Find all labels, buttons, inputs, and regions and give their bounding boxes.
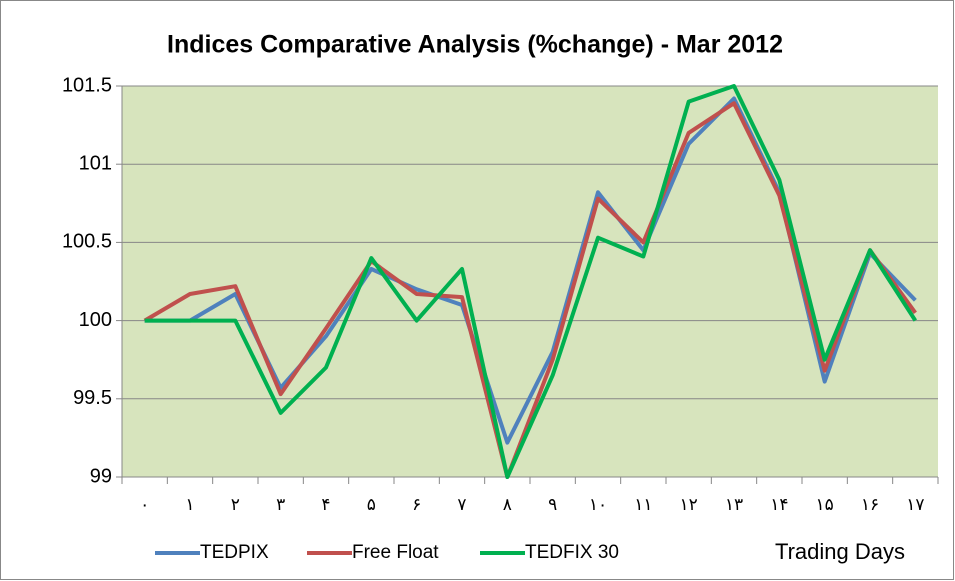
legend-label: TEDPIX [200, 542, 269, 563]
x-axis-label: Trading Days [775, 539, 905, 564]
y-tick-label: 100 [79, 309, 112, 331]
x-tick-label: ۹ [548, 495, 557, 515]
x-tick-label: ۱۵ [816, 495, 834, 515]
x-tick-label: ۲ [231, 495, 240, 515]
x-tick-label: ۵ [367, 495, 376, 515]
x-tick-label: ۰ [140, 495, 149, 515]
series-line [143, 101, 917, 479]
x-tick-label: ۸ [503, 495, 512, 515]
x-tick-label: ۱۷ [906, 495, 924, 515]
y-tick-label: 101 [79, 152, 112, 174]
y-tick-label: 99.5 [73, 387, 112, 409]
x-tick-label: ۶ [412, 495, 421, 515]
legend-label: TEDFIX 30 [525, 542, 619, 563]
x-tick-label: ۱۰ [589, 495, 607, 515]
x-tick-label: ۱۱ [634, 495, 652, 515]
y-tick-label: 101.5 [62, 74, 112, 96]
y-tick-label: 100.5 [62, 231, 112, 253]
chart-title: Indices Comparative Analysis (%change) -… [167, 31, 783, 59]
x-tick-label: ۳ [276, 495, 285, 515]
x-tick-label: ۴ [321, 495, 330, 515]
y-tick-label: 99 [90, 465, 112, 487]
x-tick-label: ۱۴ [770, 495, 788, 515]
series-line [144, 84, 918, 479]
x-tick-label: ۱ [185, 495, 194, 515]
x-tick-label: ۱۲ [680, 495, 698, 515]
x-tick-label: ۷ [457, 495, 466, 515]
legend-label: Free Float [352, 542, 439, 563]
x-tick-label: ۱۶ [861, 495, 879, 515]
x-tick-label: ۱۳ [725, 495, 743, 515]
